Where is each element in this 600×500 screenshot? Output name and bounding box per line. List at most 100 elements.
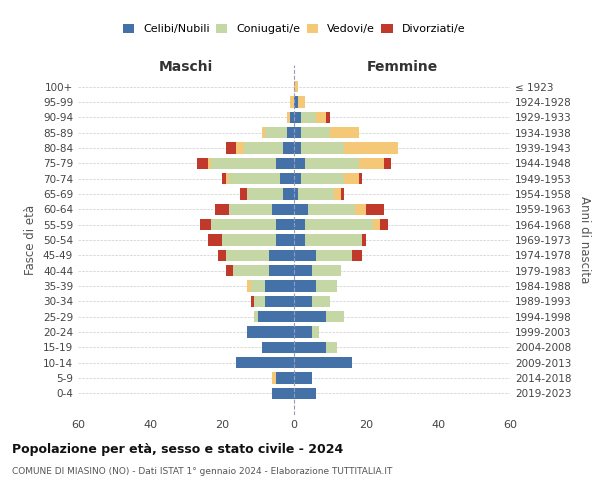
- Bar: [276, 219, 294, 230]
- Bar: [276, 372, 294, 384]
- Bar: [294, 296, 312, 307]
- Bar: [305, 234, 362, 246]
- Bar: [298, 96, 305, 108]
- Bar: [298, 188, 334, 200]
- Bar: [294, 158, 305, 169]
- Bar: [215, 204, 229, 215]
- Bar: [294, 173, 301, 184]
- Bar: [373, 219, 380, 230]
- Bar: [294, 188, 298, 200]
- Bar: [366, 204, 384, 215]
- Bar: [262, 127, 265, 138]
- Bar: [294, 250, 316, 261]
- Bar: [334, 188, 341, 200]
- Bar: [294, 357, 352, 368]
- Bar: [301, 127, 330, 138]
- Bar: [197, 158, 208, 169]
- Bar: [294, 112, 301, 123]
- Text: Maschi: Maschi: [159, 60, 213, 74]
- Bar: [301, 142, 344, 154]
- Bar: [294, 342, 326, 353]
- Bar: [244, 142, 283, 154]
- Bar: [294, 388, 316, 399]
- Bar: [269, 265, 294, 276]
- Bar: [301, 112, 316, 123]
- Bar: [226, 142, 236, 154]
- Bar: [247, 326, 294, 338]
- Bar: [208, 234, 222, 246]
- Bar: [247, 280, 251, 292]
- Bar: [233, 265, 269, 276]
- Bar: [208, 158, 211, 169]
- Bar: [355, 204, 366, 215]
- Bar: [316, 280, 337, 292]
- Bar: [326, 342, 337, 353]
- Bar: [226, 265, 233, 276]
- Bar: [269, 250, 294, 261]
- Bar: [294, 265, 312, 276]
- Bar: [294, 142, 301, 154]
- Bar: [272, 372, 276, 384]
- Bar: [276, 234, 294, 246]
- Bar: [229, 173, 280, 184]
- Bar: [294, 311, 326, 322]
- Bar: [312, 265, 341, 276]
- Text: Popolazione per età, sesso e stato civile - 2024: Popolazione per età, sesso e stato civil…: [12, 442, 343, 456]
- Bar: [265, 296, 294, 307]
- Bar: [287, 112, 290, 123]
- Bar: [294, 219, 305, 230]
- Text: COMUNE DI MIASINO (NO) - Dati ISTAT 1° gennaio 2024 - Elaborazione TUTTITALIA.IT: COMUNE DI MIASINO (NO) - Dati ISTAT 1° g…: [12, 468, 392, 476]
- Bar: [254, 296, 265, 307]
- Bar: [316, 250, 352, 261]
- Bar: [229, 204, 272, 215]
- Bar: [218, 250, 226, 261]
- Bar: [211, 219, 276, 230]
- Bar: [226, 250, 269, 261]
- Bar: [211, 158, 276, 169]
- Legend: Celibi/Nubili, Coniugati/e, Vedovi/e, Divorziati/e: Celibi/Nubili, Coniugati/e, Vedovi/e, Di…: [121, 22, 467, 36]
- Bar: [341, 188, 344, 200]
- Bar: [294, 96, 298, 108]
- Bar: [312, 326, 319, 338]
- Bar: [330, 127, 359, 138]
- Bar: [305, 219, 373, 230]
- Bar: [251, 296, 254, 307]
- Bar: [344, 173, 359, 184]
- Bar: [200, 219, 211, 230]
- Bar: [290, 112, 294, 123]
- Text: Femmine: Femmine: [367, 60, 437, 74]
- Bar: [272, 388, 294, 399]
- Bar: [276, 158, 294, 169]
- Bar: [305, 158, 359, 169]
- Bar: [316, 112, 326, 123]
- Bar: [236, 142, 244, 154]
- Bar: [359, 173, 362, 184]
- Bar: [226, 173, 229, 184]
- Bar: [280, 173, 294, 184]
- Bar: [251, 280, 265, 292]
- Bar: [308, 204, 355, 215]
- Bar: [283, 142, 294, 154]
- Bar: [301, 173, 344, 184]
- Bar: [254, 311, 258, 322]
- Y-axis label: Anni di nascita: Anni di nascita: [578, 196, 591, 284]
- Bar: [272, 204, 294, 215]
- Bar: [352, 250, 362, 261]
- Bar: [236, 357, 294, 368]
- Bar: [258, 311, 294, 322]
- Bar: [380, 219, 388, 230]
- Bar: [287, 127, 294, 138]
- Bar: [294, 81, 298, 92]
- Bar: [294, 204, 308, 215]
- Bar: [294, 326, 312, 338]
- Bar: [247, 188, 283, 200]
- Bar: [262, 342, 294, 353]
- Y-axis label: Fasce di età: Fasce di età: [25, 205, 37, 275]
- Bar: [294, 127, 301, 138]
- Bar: [312, 296, 330, 307]
- Bar: [294, 234, 305, 246]
- Bar: [294, 372, 312, 384]
- Bar: [359, 158, 384, 169]
- Bar: [362, 234, 366, 246]
- Bar: [344, 142, 398, 154]
